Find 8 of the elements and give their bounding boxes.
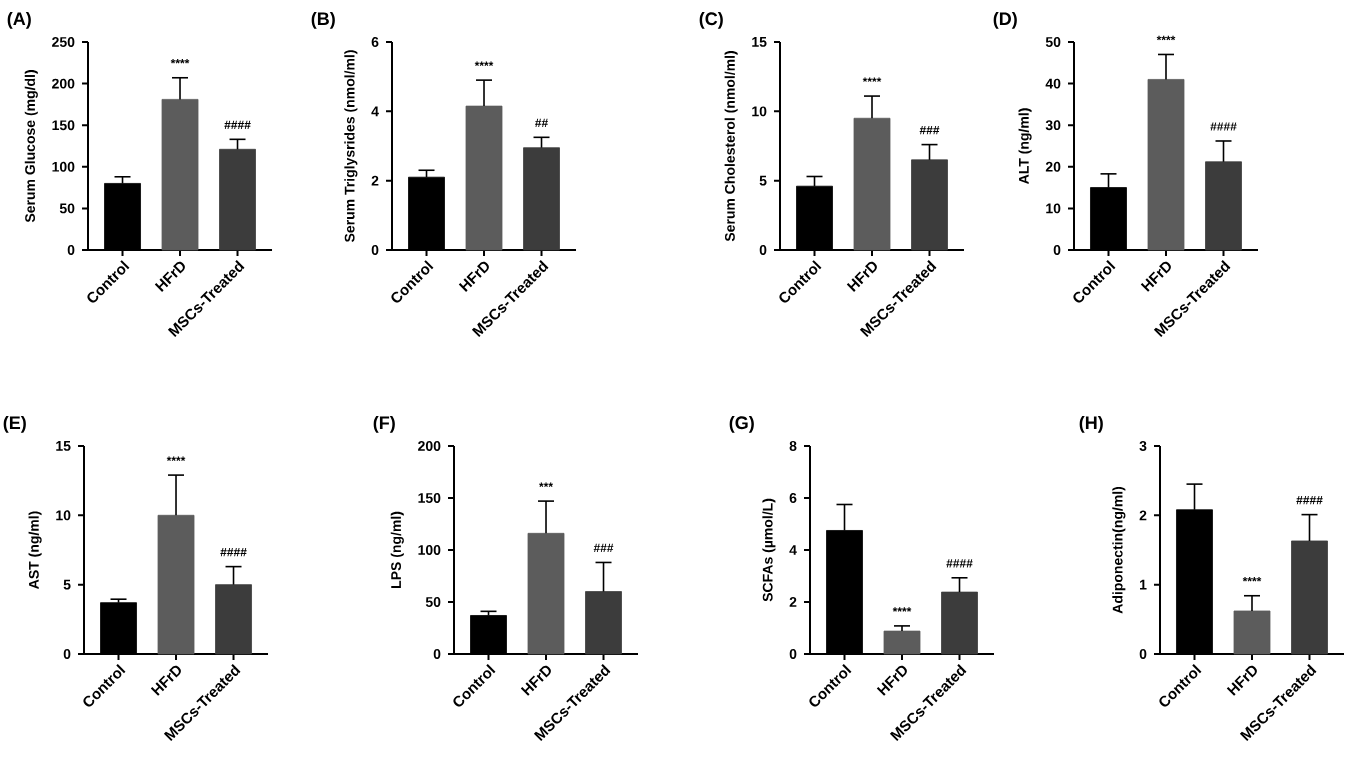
chart-title: (B) (311, 11, 335, 29)
chart-title: (H) (1079, 415, 1103, 433)
chart-title: (F) (373, 415, 395, 433)
chart-title: (A) (7, 11, 31, 29)
chart-title: (E) (3, 415, 26, 433)
chart-title: (D) (993, 11, 1017, 29)
chart-title: (G) (729, 415, 754, 433)
chart-title: (C) (699, 11, 723, 29)
